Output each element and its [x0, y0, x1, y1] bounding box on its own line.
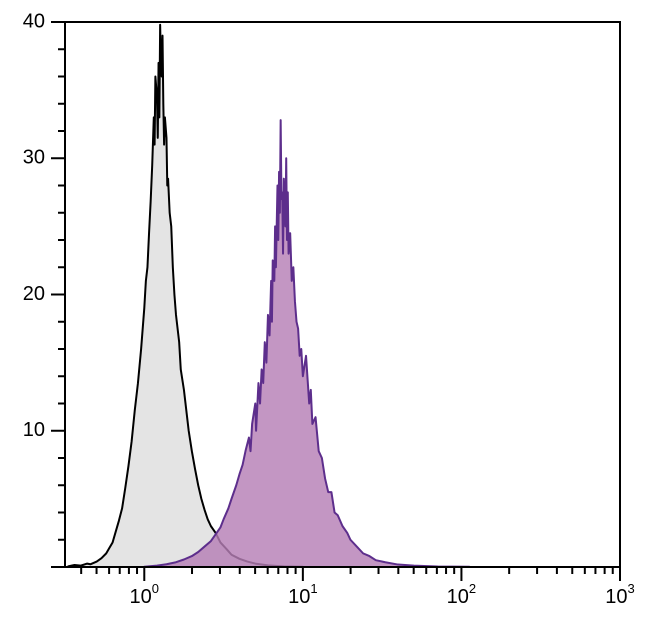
x-axis: 100 101 102 103 [81, 567, 635, 608]
x-tick-label: 101 [288, 581, 317, 608]
y-tick-label: 30 [23, 147, 45, 169]
y-tick-label: 20 [23, 283, 45, 305]
x-tick-label: 103 [605, 581, 634, 608]
chart-svg: 10 20 30 40 100 101 102 103 [0, 0, 650, 635]
x-tick-label: 100 [130, 581, 159, 608]
y-tick-label: 40 [23, 10, 45, 32]
x-tick-label: 102 [447, 581, 476, 608]
y-tick-label: 10 [23, 419, 45, 441]
y-axis: 10 20 30 40 [23, 10, 65, 567]
flow-cytometry-histogram: 10 20 30 40 100 101 102 103 [0, 0, 650, 635]
